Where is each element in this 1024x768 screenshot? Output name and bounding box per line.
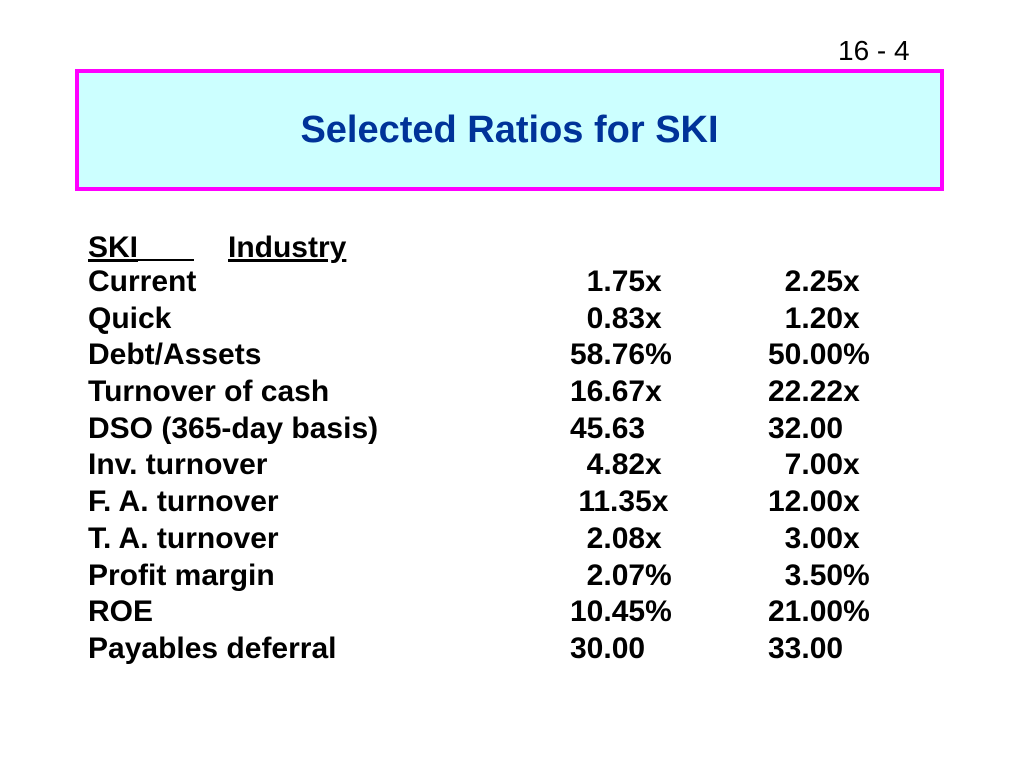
industry-value: 2.25x: [768, 265, 860, 298]
industry-value: 22.22x: [768, 375, 860, 409]
table-row: Quick 0.83x 1.20x: [88, 301, 948, 338]
ski-value: 0.83x: [570, 301, 662, 335]
slide-title: Selected Ratios for SKI: [300, 108, 719, 151]
table-row: F. A. turnover 11.35x 12.00x: [88, 484, 948, 521]
industry-value: 32.00: [768, 411, 844, 445]
ski-value: 4.82x: [570, 448, 662, 482]
table-row: DSO (365-day basis) 45.63 32.00: [88, 411, 948, 448]
ratio-label: Debt/Assets: [88, 338, 262, 372]
ratio-label: Current: [88, 265, 197, 298]
ski-value: 45.63: [570, 411, 646, 445]
table-row: ROE 10.45% 21.00%: [88, 594, 948, 631]
ski-value: 2.07%: [570, 558, 672, 592]
table-row: Debt/Assets 58.76% 50.00%: [88, 337, 948, 374]
industry-value: 7.00x: [768, 448, 860, 482]
ratio-label: Inv. turnover: [88, 448, 268, 482]
industry-column-header: Industry: [228, 231, 347, 264]
table-row: Current 1.75x 2.25x: [88, 264, 948, 301]
industry-value: 21.00%: [768, 595, 870, 629]
ski-value: 2.08x: [570, 521, 662, 555]
industry-value: 12.00x: [768, 485, 860, 519]
table-row: T. A. turnover 2.08x 3.00x: [88, 521, 948, 558]
title-banner: Selected Ratios for SKI: [75, 69, 944, 191]
industry-value: 3.50%: [768, 558, 870, 592]
table-row: Payables deferral 30.00 33.00: [88, 631, 948, 668]
ski-value: 58.76%: [570, 338, 672, 372]
ski-value: 16.67x: [570, 375, 662, 409]
ski-value: 11.35x: [570, 485, 669, 519]
ratio-label: DSO (365-day basis): [88, 411, 379, 445]
ratio-label: F. A. turnover: [88, 485, 279, 519]
ratio-label: Quick: [88, 301, 172, 335]
ratio-label: ROE: [88, 595, 154, 629]
slide-number: 16 - 4: [838, 35, 910, 66]
ratio-label: Turnover of cash: [88, 375, 330, 409]
table-row: Profit margin 2.07% 3.50%: [88, 558, 948, 595]
industry-value: 33.00: [768, 631, 844, 665]
industry-value: 3.00x: [768, 521, 860, 555]
table-row: Inv. turnover 4.82x 7.00x: [88, 447, 948, 484]
ratio-table: Current 1.75x 2.25x Quick 0.83x 1.20x Debt…: [88, 264, 948, 668]
table-row: Turnover of cash 16.67x 22.22x: [88, 374, 948, 411]
industry-value: 1.20x: [768, 301, 860, 335]
ski-value: 1.75x: [570, 265, 662, 298]
ski-column-header: SKI: [88, 229, 194, 266]
ratio-label: Profit margin: [88, 558, 275, 592]
ratio-label: Payables deferral: [88, 631, 337, 665]
ski-value: 10.45%: [570, 595, 672, 629]
ratio-label: T. A. turnover: [88, 521, 279, 555]
ski-value: 30.00: [570, 631, 646, 665]
industry-value: 50.00%: [768, 338, 870, 372]
